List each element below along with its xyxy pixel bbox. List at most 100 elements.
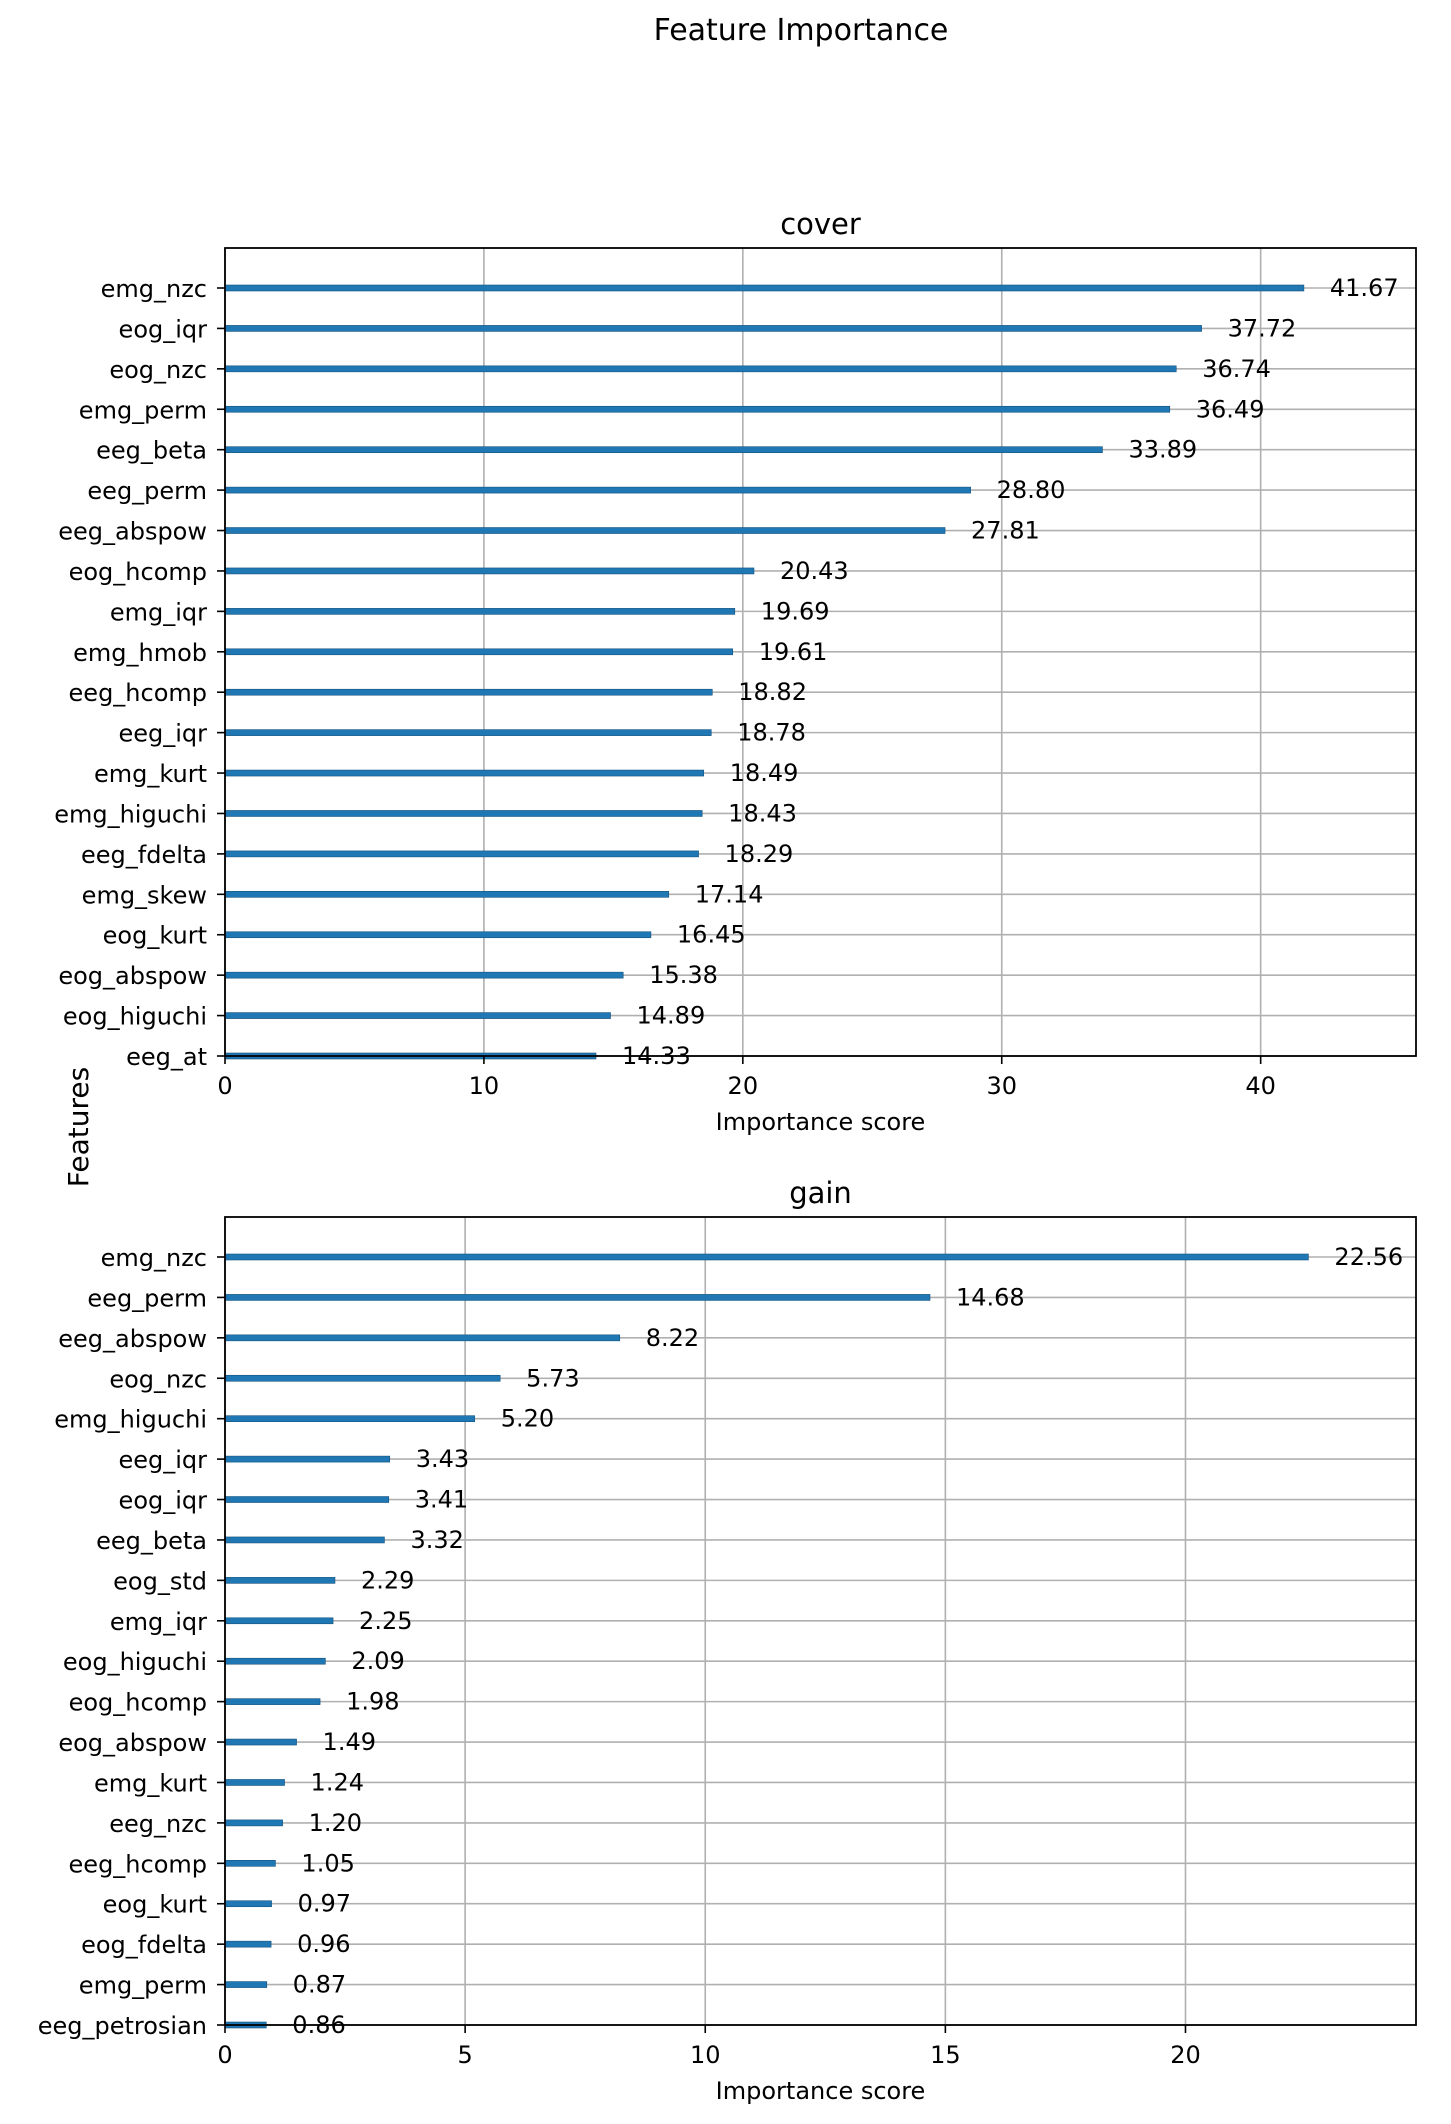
cover-category-label: eeg_fdelta [81, 841, 207, 869]
cover-bar-emg_higuchi [224, 810, 703, 817]
cover-x-axis-label: Importance score [716, 1108, 926, 1136]
cover-category-label: emg_nzc [101, 275, 207, 303]
gain-value-label: 1.49 [323, 1728, 376, 1756]
cover-value-label: 19.69 [761, 597, 830, 625]
gain-xtick-label: 5 [457, 2041, 472, 2069]
gain-category-label: eog_fdelta [81, 1931, 207, 1959]
gain-category-label: emg_nzc [101, 1244, 207, 1272]
gain-value-label: 3.32 [410, 1526, 463, 1554]
gain-value-label: 1.24 [311, 1768, 364, 1796]
gain-bar-emg_nzc [224, 1253, 1309, 1261]
cover-axes-frame [224, 247, 1417, 1057]
gain-value-label: 8.22 [646, 1324, 699, 1352]
gain-value-label: 3.43 [416, 1445, 469, 1473]
gain-category-label: emg_kurt [94, 1769, 207, 1797]
cover-bar-eog_higuchi [224, 1012, 611, 1019]
cover-value-label: 27.81 [971, 517, 1040, 545]
cover-value-label: 18.82 [738, 678, 807, 706]
cover-value-label: 18.49 [730, 759, 799, 787]
cover-category-label: emg_skew [82, 881, 207, 909]
gain-value-label: 0.97 [298, 1890, 351, 1918]
gain-category-label: eog_nzc [109, 1365, 207, 1393]
cover-bar-emg_skew [224, 891, 670, 898]
gain-category-label: eog_iqr [119, 1487, 208, 1515]
gain-value-label: 1.20 [309, 1809, 362, 1837]
cover-value-label: 41.67 [1330, 274, 1399, 302]
gain-bar-eeg_abspow [224, 1334, 621, 1342]
cover-xtick-label: 40 [1245, 1072, 1276, 1100]
gain-bar-emg_perm [224, 1981, 268, 1988]
cover-category-label: emg_kurt [94, 760, 207, 788]
cover-bar-eog_nzc [224, 365, 1177, 373]
cover-bar-emg_nzc [224, 284, 1305, 292]
cover-value-label: 28.80 [997, 476, 1066, 504]
gain-bar-eeg_hcomp [224, 1860, 276, 1867]
cover-category-label: eeg_hcomp [69, 679, 207, 707]
cover-bar-emg_hmob [224, 648, 734, 656]
cover-panel-title: cover [780, 207, 861, 241]
cover-bar-eeg_hcomp [224, 688, 713, 696]
gain-category-label: eog_hcomp [69, 1689, 207, 1717]
cover-category-label: emg_hmob [73, 639, 207, 667]
gain-category-label: eeg_hcomp [69, 1850, 207, 1878]
gain-bar-eeg_nzc [224, 1819, 283, 1827]
gain-xtick-label: 20 [1170, 2041, 1201, 2069]
figure-title: Feature Importance [654, 13, 949, 48]
gain-value-label: 2.25 [359, 1607, 412, 1635]
cover-xtick-label: 30 [986, 1072, 1017, 1100]
gain-value-label: 5.20 [501, 1405, 554, 1433]
gain-category-label: eog_higuchi [63, 1648, 207, 1676]
gain-bar-eog_nzc [224, 1374, 501, 1382]
gain-category-label: eeg_perm [87, 1284, 207, 1312]
gain-bar-eog_abspow [224, 1738, 297, 1746]
gain-bar-eog_iqr [224, 1496, 390, 1503]
gain-category-label: eog_abspow [58, 1729, 207, 1757]
cover-bar-eeg_abspow [224, 527, 946, 534]
cover-category-label: eog_higuchi [63, 1003, 207, 1031]
gain-value-label: 1.98 [346, 1688, 399, 1716]
gain-value-label: 0.87 [293, 1971, 346, 1999]
gain-category-label: eeg_beta [96, 1527, 207, 1555]
cover-bar-emg_kurt [224, 769, 705, 777]
cover-value-label: 18.29 [725, 840, 794, 868]
gain-bar-eog_std [224, 1577, 336, 1584]
cover-value-label: 20.43 [780, 557, 849, 585]
cover-value-label: 18.78 [737, 719, 806, 747]
gain-category-label: emg_perm [79, 1972, 207, 2000]
cover-category-label: eeg_at [126, 1043, 207, 1071]
cover-value-label: 18.43 [728, 799, 797, 827]
gain-x-axis-label: Importance score [716, 2077, 926, 2105]
gain-bar-eeg_beta [224, 1536, 385, 1544]
cover-category-label: eeg_iqr [118, 720, 207, 748]
gain-xtick-label: 10 [690, 2041, 721, 2069]
cover-value-label: 36.74 [1202, 355, 1271, 383]
gain-bar-emg_higuchi [224, 1415, 476, 1422]
cover-bar-eog_abspow [224, 971, 624, 979]
gain-bar-eeg_iqr [224, 1455, 391, 1463]
cover-value-label: 16.45 [677, 921, 746, 949]
gain-value-label: 2.09 [351, 1647, 404, 1675]
gain-bar-emg_iqr [224, 1617, 334, 1625]
cover-category-label: eog_nzc [109, 356, 207, 384]
gain-value-label: 5.73 [526, 1364, 579, 1392]
cover-bar-eog_kurt [224, 931, 652, 939]
cover-value-label: 33.89 [1128, 436, 1197, 464]
cover-xtick-label: 20 [728, 1072, 759, 1100]
gain-bar-eog_fdelta [224, 1940, 272, 1948]
cover-value-label: 15.38 [649, 961, 718, 989]
cover-bar-eog_iqr [224, 325, 1202, 332]
cover-xtick-label: 10 [469, 1072, 500, 1100]
gain-panel-title: gain [789, 1176, 852, 1210]
cover-bar-emg_iqr [224, 608, 736, 615]
cover-category-label: emg_higuchi [54, 800, 207, 828]
gain-category-label: emg_iqr [110, 1608, 207, 1636]
gain-xtick-label: 15 [930, 2041, 961, 2069]
cover-category-label: eeg_abspow [58, 518, 207, 546]
gain-value-label: 1.05 [301, 1849, 354, 1877]
gain-category-label: eog_kurt [103, 1891, 207, 1919]
gain-value-label: 0.96 [297, 1930, 350, 1958]
gain-category-label: eeg_abspow [58, 1325, 207, 1353]
gain-bar-eeg_perm [224, 1294, 931, 1301]
gain-value-label: 3.41 [415, 1486, 468, 1514]
cover-category-label: eog_iqr [119, 315, 208, 343]
